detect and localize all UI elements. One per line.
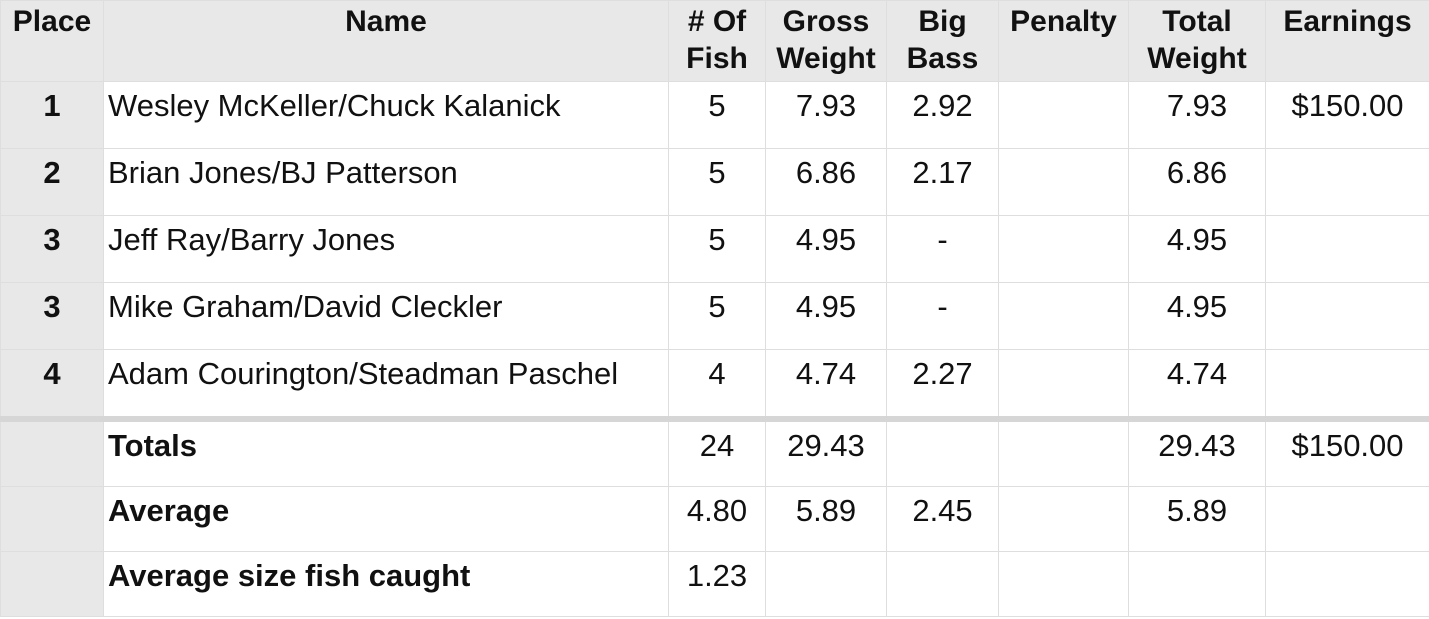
value-cell (998, 551, 1129, 617)
column-header: Name (103, 0, 669, 82)
value-cell (765, 551, 887, 617)
column-header: Gross Weight (765, 0, 887, 82)
place-cell: 3 (0, 282, 104, 350)
value-cell: 5 (668, 81, 766, 149)
table-body: 1 Wesley McKeller/Chuck Kalanick 5 7.93 2.92… (0, 81, 1429, 617)
name-cell: Totals (103, 416, 669, 487)
value-cell: 4.95 (1128, 282, 1266, 350)
value-cell (886, 551, 999, 617)
value-cell (998, 148, 1129, 216)
place-cell (0, 486, 104, 552)
value-cell (886, 416, 999, 487)
table-row: 4 Adam Courington/Steadman Paschel 4 4.74 2.… (0, 349, 1429, 420)
column-header: Penalty (998, 0, 1129, 82)
value-cell (1265, 486, 1429, 552)
place-cell: 3 (0, 215, 104, 283)
place-cell: 4 (0, 349, 104, 420)
value-cell: 5 (668, 215, 766, 283)
name-cell: Brian Jones/BJ Patterson (103, 148, 669, 216)
value-cell (998, 349, 1129, 420)
value-cell: 5.89 (1128, 486, 1266, 552)
value-cell: 5.89 (765, 486, 887, 552)
value-cell: 2.17 (886, 148, 999, 216)
table-row: 3 Jeff Ray/Barry Jones 5 4.95-4.95 (0, 215, 1429, 283)
header-row: Place Name # Of Fish Gross Weight Big Bass Pe… (0, 0, 1429, 82)
name-cell: Jeff Ray/Barry Jones (103, 215, 669, 283)
value-cell (998, 81, 1129, 149)
value-cell: 2.92 (886, 81, 999, 149)
value-cell (998, 486, 1129, 552)
value-cell (998, 282, 1129, 350)
value-cell (1265, 349, 1429, 420)
place-cell: 2 (0, 148, 104, 216)
value-cell: 4.95 (1128, 215, 1266, 283)
value-cell (1265, 148, 1429, 216)
place-cell (0, 416, 104, 487)
value-cell: 2.45 (886, 486, 999, 552)
value-cell: 4.74 (1128, 349, 1266, 420)
value-cell: 4.95 (765, 215, 887, 283)
name-cell: Adam Courington/Steadman Paschel (103, 349, 669, 420)
value-cell: 4 (668, 349, 766, 420)
summary-row: Average 4.80 5.89 2.45 5.89 (0, 486, 1429, 552)
value-cell: 24 (668, 416, 766, 487)
value-cell (1265, 551, 1429, 617)
value-cell: 7.93 (1128, 81, 1266, 149)
value-cell: 6.86 (1128, 148, 1266, 216)
column-header: Big Bass (886, 0, 999, 82)
value-cell: 5 (668, 148, 766, 216)
column-header: Place (0, 0, 104, 82)
value-cell: 29.43 (765, 416, 887, 487)
value-cell (998, 416, 1129, 487)
place-cell: 1 (0, 81, 104, 149)
name-cell: Wesley McKeller/Chuck Kalanick (103, 81, 669, 149)
value-cell: 5 (668, 282, 766, 350)
value-cell (1265, 282, 1429, 350)
value-cell: - (886, 282, 999, 350)
value-cell (1265, 215, 1429, 283)
value-cell: - (886, 215, 999, 283)
value-cell: $150.00 (1265, 81, 1429, 149)
value-cell: $150.00 (1265, 416, 1429, 487)
value-cell: 4.80 (668, 486, 766, 552)
column-header: Total Weight (1128, 0, 1266, 82)
place-cell (0, 551, 104, 617)
summary-row: Average size fish caught 1.23 (0, 551, 1429, 617)
name-cell: Average (103, 486, 669, 552)
value-cell: 4.95 (765, 282, 887, 350)
name-cell: Mike Graham/David Cleckler (103, 282, 669, 350)
value-cell: 2.27 (886, 349, 999, 420)
summary-row: Totals 24 29.43 29.43 $150.00 (0, 416, 1429, 487)
column-header: Earnings (1265, 0, 1429, 82)
table-row: 3 Mike Graham/David Cleckler 5 4.95-4.95 (0, 282, 1429, 350)
value-cell: 7.93 (765, 81, 887, 149)
value-cell: 1.23 (668, 551, 766, 617)
name-cell: Average size fish caught (103, 551, 669, 617)
value-cell (998, 215, 1129, 283)
value-cell: 29.43 (1128, 416, 1266, 487)
column-header: # Of Fish (668, 0, 766, 82)
table-row: 1 Wesley McKeller/Chuck Kalanick 5 7.93 2.92… (0, 81, 1429, 149)
value-cell: 4.74 (765, 349, 887, 420)
table-row: 2 Brian Jones/BJ Patterson 5 6.86 2.17 6.86 (0, 148, 1429, 216)
value-cell: 6.86 (765, 148, 887, 216)
value-cell (1128, 551, 1266, 617)
